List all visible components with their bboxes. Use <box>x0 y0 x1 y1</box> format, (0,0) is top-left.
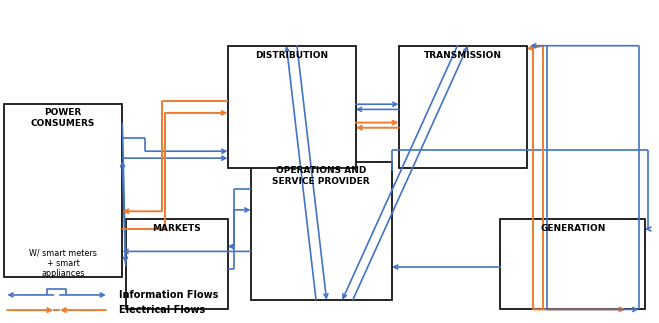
Text: Electrical Flows: Electrical Flows <box>119 305 205 315</box>
FancyBboxPatch shape <box>4 104 123 277</box>
Text: OPERATIONS AND
SERVICE PROVIDER: OPERATIONS AND SERVICE PROVIDER <box>272 166 370 186</box>
Text: POWER
CONSUMERS: POWER CONSUMERS <box>31 109 96 128</box>
Text: TRANSMISSION: TRANSMISSION <box>424 50 501 59</box>
Text: GENERATION: GENERATION <box>540 224 606 233</box>
Text: MARKETS: MARKETS <box>152 224 201 233</box>
Text: W/ smart meters
+ smart
appliances: W/ smart meters + smart appliances <box>29 248 97 278</box>
FancyBboxPatch shape <box>227 46 356 168</box>
Text: DISTRIBUTION: DISTRIBUTION <box>255 50 328 59</box>
FancyBboxPatch shape <box>399 46 527 168</box>
FancyBboxPatch shape <box>250 162 392 300</box>
FancyBboxPatch shape <box>500 219 645 309</box>
FancyBboxPatch shape <box>126 219 227 309</box>
Text: Information Flows: Information Flows <box>119 290 218 300</box>
